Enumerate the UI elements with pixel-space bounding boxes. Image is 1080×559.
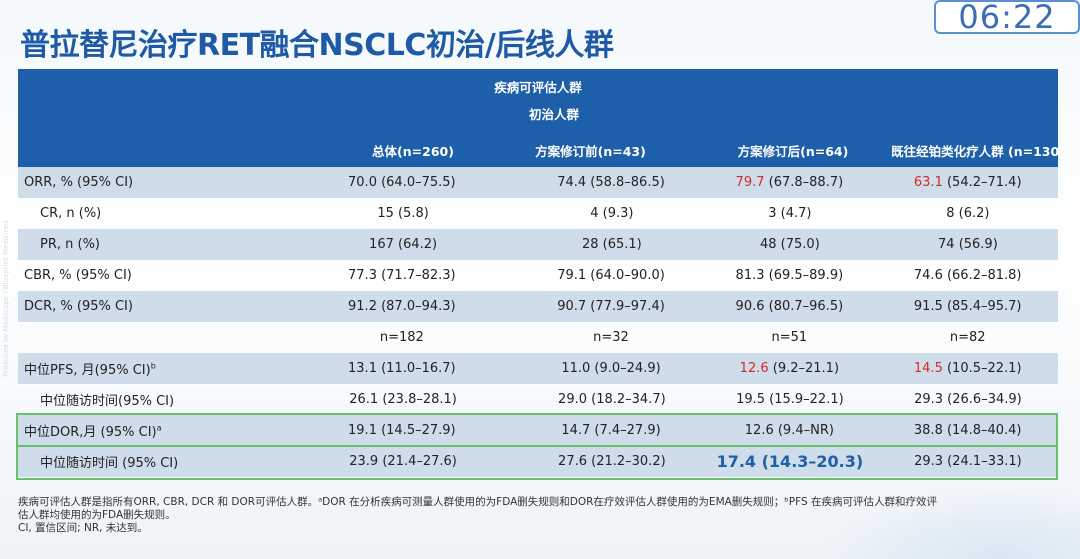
table-cell: 13.1 (11.0–16.7) <box>348 361 456 376</box>
table-cell: 4 (9.3) <box>590 206 634 221</box>
row-label: 中位随访时间 (95% CI) <box>40 456 179 471</box>
table-row: n=182 n=32 n=51 n=82 <box>18 322 1058 354</box>
row-label: 中位随访时间(95% CI) <box>40 394 175 409</box>
row-label: 中位PFS, 月(95% CI)b <box>24 361 156 378</box>
row-label: DCR, % (95% CI) <box>24 299 133 314</box>
header-col-post-amendment: 方案修订后(n=64) <box>737 144 849 159</box>
table-cell: n=82 <box>949 330 986 345</box>
table-cell: 90.6 (80.7–96.5) <box>735 299 844 314</box>
table-row: CBR, % (95% CI) 77.3 (71.7–82.3) 79.1 (64.… <box>18 260 1058 292</box>
table-row: PR, n (%) 167 (64.2) 28 (65.1) 48 (75.0) 74 … <box>18 229 1058 261</box>
table-header: 疾病可评估人群 初治人群 总体(n=260) 方案修订前(n=43) 方案修订后… <box>18 69 1065 167</box>
table-cell: 29.3 (26.6–34.9) <box>914 392 1022 407</box>
table-cell: 3 (4.7) <box>768 206 812 221</box>
table-cell: 81.3 (69.5–89.9) <box>735 268 844 283</box>
header-col-overall: 总体(n=260) <box>372 144 454 159</box>
highlight-box-divider <box>16 445 1058 447</box>
row-separator <box>18 384 1058 385</box>
table-cell: 14.7 (7.4–27.9) <box>561 423 661 438</box>
row-label: CBR, % (95% CI) <box>24 268 132 283</box>
table-cell: 17.4 (14.3–20.3) <box>716 452 864 471</box>
header-subgroup: 初治人群 <box>528 107 579 122</box>
table-row: ORR, % (95% CI) 70.0 (64.0–75.5) 74.4 (58.… <box>18 167 1058 199</box>
table-cell: 28 (65.1) <box>581 237 642 252</box>
footnote-line: 估人群均使用的为FDA删失规则。 <box>18 509 176 521</box>
table-cell: 91.5 (85.4–95.7) <box>913 299 1022 314</box>
table-cell: 11.0 (9.0–24.9) <box>561 361 661 376</box>
table-row: 中位随访时间(95% CI) 26.1 (23.8–28.1) 29.0 (18.2… <box>18 384 1058 416</box>
header-col-pre-amendment: 方案修订前(n=43) <box>535 144 646 159</box>
table-cell: 79.7 (67.8–88.7) <box>735 175 844 190</box>
page-title: 普拉替尼治疗RET融合NSCLC初治/后线人群 <box>20 28 614 63</box>
footnote-line: CI, 置信区间; NR, 未达到。 <box>18 522 148 534</box>
row-label: 中位DOR,月 (95% CI)a <box>24 423 162 440</box>
row-separator <box>18 322 1058 323</box>
row-label: PR, n (%) <box>40 237 101 252</box>
table-row: 中位随访时间 (95% CI) 23.9 (21.4–27.6) 27.6 (21.… <box>18 446 1058 478</box>
footnote: 疾病可评估人群是指所有ORR, CBR, DCR 和 DOR可评估人群。ᵃDOR… <box>18 496 1058 535</box>
decorative-background <box>820 489 1080 559</box>
row-separator <box>18 260 1058 261</box>
table-cell: 14.5 (10.5–22.1) <box>913 361 1022 376</box>
table-cell: 15 (5.8) <box>377 206 429 221</box>
table-cell: 70.0 (64.0–75.5) <box>348 175 456 190</box>
row-label: ORR, % (95% CI) <box>24 175 134 190</box>
table-cell: 63.1 (54.2–71.4) <box>913 175 1022 190</box>
table-cell: 74 (56.9) <box>938 237 998 252</box>
table-cell: n=51 <box>771 330 808 345</box>
table-cell: 23.9 (21.4–27.6) <box>349 454 457 469</box>
table-cell: 79.1 (64.0–90.0) <box>557 268 665 283</box>
row-separator <box>18 198 1058 199</box>
table-cell: 19.5 (15.9–22.1) <box>736 392 844 407</box>
table-cell: 77.3 (71.7–82.3) <box>348 268 456 283</box>
table-cell: 8 (6.2) <box>946 206 990 221</box>
table-row: DCR, % (95% CI) 91.2 (87.0–94.3) 90.7 (77.… <box>18 291 1058 323</box>
table-cell: 167 (64.2) <box>369 237 438 252</box>
table-row: CR, n (%) 15 (5.8) 4 (9.3) 3 (4.7) 8 (6.2) <box>18 198 1058 230</box>
table-cell: 74.4 (58.8–86.5) <box>557 175 665 190</box>
table-row: 中位DOR,月 (95% CI)a 19.1 (14.5–27.9) 14.7 (7… <box>18 415 1058 447</box>
table-cell: 74.6 (66.2–81.8) <box>913 268 1022 283</box>
table-body: ORR, % (95% CI) 70.0 (64.0–75.5) 74.4 (58.… <box>18 167 1058 478</box>
row-separator <box>18 477 1058 478</box>
table-cell: 91.2 (87.0–94.3) <box>348 299 456 314</box>
countdown-timer: 06:22 <box>934 0 1080 34</box>
table-cell: 29.3 (24.1–33.1) <box>914 454 1022 469</box>
table-cell: 29.0 (18.2–34.7) <box>558 392 666 407</box>
row-label: CR, n (%) <box>40 206 102 221</box>
table-cell: 12.6 (9.4–NR) <box>744 423 834 438</box>
table-row: 中位PFS, 月(95% CI)b 13.1 (11.0–16.7) 11.0 (9… <box>18 353 1058 385</box>
header-group: 疾病可评估人群 <box>494 80 582 95</box>
footnote-line: 疾病可评估人群是指所有ORR, CBR, DCR 和 DOR可评估人群。ᵃDOR… <box>18 496 937 508</box>
table-cell: 48 (75.0) <box>760 237 820 252</box>
header-col-prior-platinum: 既往经铂类化疗人群 (n=130) <box>891 144 1065 159</box>
table-cell: 26.1 (23.8–28.1) <box>349 392 457 407</box>
table-cell: 38.8 (14.8–40.4) <box>913 423 1022 438</box>
table-cell: 90.7 (77.9–97.4) <box>557 299 665 314</box>
table-cell: n=182 <box>379 330 424 345</box>
table-cell: n=32 <box>593 330 629 345</box>
table-cell: 12.6 (9.2–21.1) <box>739 361 840 376</box>
table-cell: 27.6 (21.2–30.2) <box>558 454 666 469</box>
table-cell: 19.1 (14.5–27.9) <box>348 423 456 438</box>
efficacy-table: 疾病可评估人群 初治人群 总体(n=260) 方案修订前(n=43) 方案修订后… <box>18 69 1065 478</box>
side-watermark: Produced by Medscape / Blueprint Medicin… <box>2 220 10 377</box>
